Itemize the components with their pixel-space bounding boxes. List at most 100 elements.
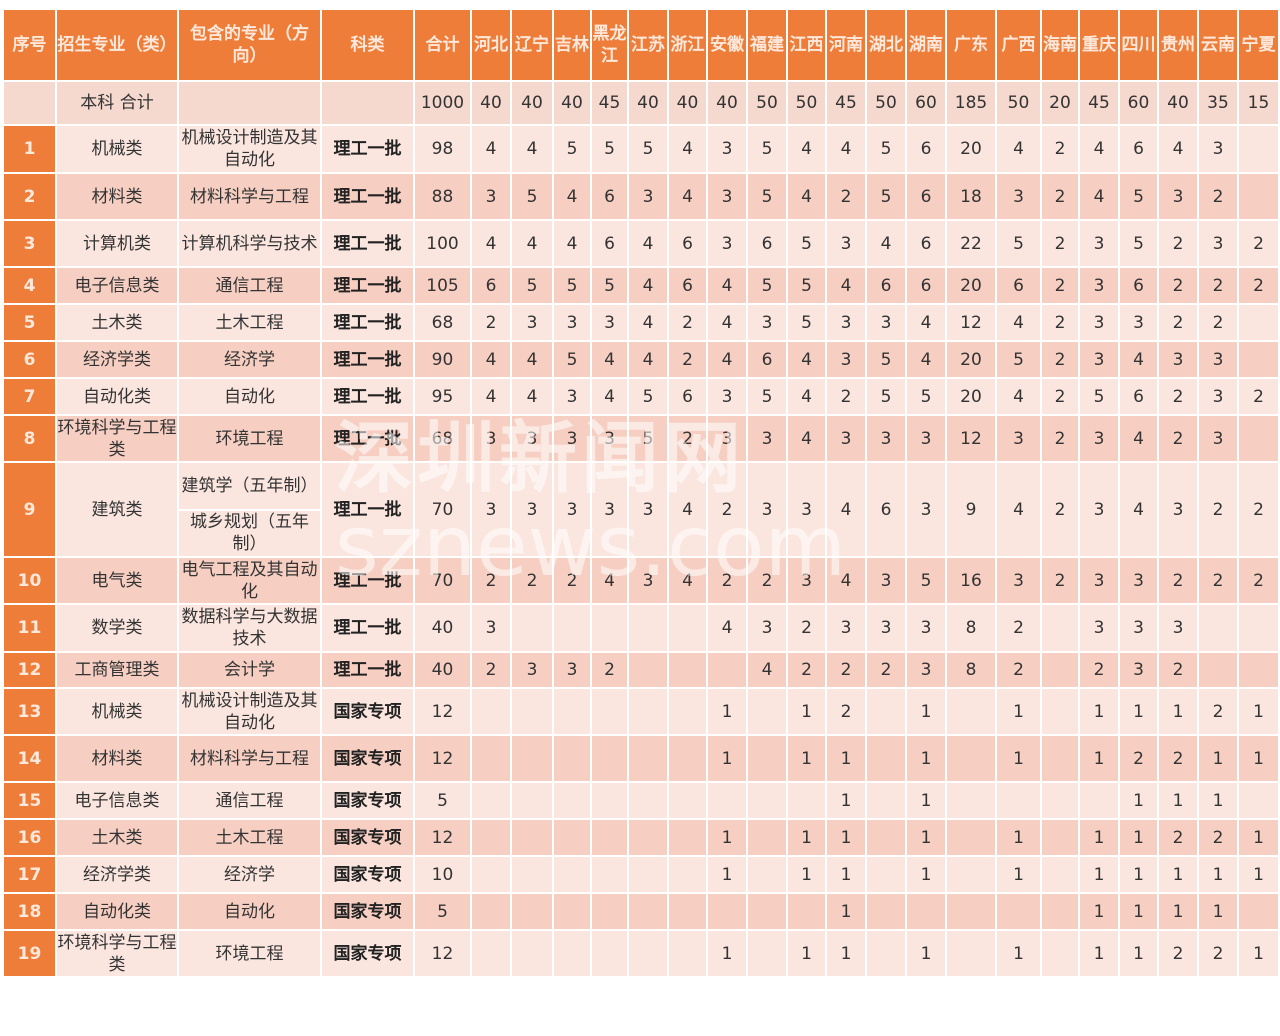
- province-quota: 3: [788, 463, 825, 556]
- province-quota: 4: [748, 653, 786, 687]
- table-row: 9 建筑类 建筑学（五年制） 城乡规划（五年制） 理工一批 70 3 3 3 3 3 4 2 3 3 4 6 3 9…: [4, 463, 1278, 556]
- province-quota: [629, 605, 667, 651]
- province-total: 40: [708, 82, 746, 124]
- province-quota: 2: [554, 558, 590, 603]
- province-quota: 1: [1159, 857, 1197, 892]
- province-quota: 6: [748, 342, 786, 377]
- province-quota: 2: [1199, 305, 1237, 340]
- province-quota: 3: [748, 416, 786, 461]
- province-quota: 5: [907, 558, 945, 603]
- province-quota: 5: [592, 268, 627, 303]
- province-quota: 3: [554, 653, 590, 687]
- total-row: 本科 合计 1000 40 40 40 45 40 40 40 50 50 45 50 60 185 50 20…: [4, 82, 1278, 124]
- province-quota: 2: [1042, 221, 1078, 266]
- row-number: 11: [4, 605, 55, 651]
- major-category: 材料类: [57, 736, 177, 781]
- province-quota: 12: [947, 305, 995, 340]
- empty-cell: [322, 82, 413, 124]
- province-quota: 4: [669, 558, 706, 603]
- province-quota: 4: [592, 379, 627, 414]
- province-quota: 4: [512, 379, 552, 414]
- province-quota: [592, 605, 627, 651]
- province-quota: 2: [472, 653, 510, 687]
- province-quota: 5: [788, 305, 825, 340]
- province-quota: 4: [669, 463, 706, 556]
- province-quota: 3: [1159, 174, 1197, 219]
- header-cell: 广西: [997, 10, 1040, 80]
- province-quota: [748, 783, 786, 818]
- province-quota: 1: [788, 857, 825, 892]
- province-quota: [669, 857, 706, 892]
- province-quota: [669, 736, 706, 781]
- province-quota: 4: [512, 221, 552, 266]
- province-quota: [1042, 689, 1078, 734]
- province-quota: [669, 931, 706, 976]
- row-number: 17: [4, 857, 55, 892]
- province-quota: 6: [669, 268, 706, 303]
- province-quota: 4: [472, 342, 510, 377]
- province-quota: [788, 783, 825, 818]
- table-row: 16 土木类 土木工程 国家专项 12 1 1 1 1 1 1 1 2 2 1: [4, 820, 1278, 855]
- province-quota: 1: [1239, 736, 1278, 781]
- province-quota: [947, 857, 995, 892]
- province-quota: [669, 653, 706, 687]
- province-quota: 5: [629, 379, 667, 414]
- province-quota: 6: [472, 268, 510, 303]
- table-row: 19 环境科学与工程类 环境工程 国家专项 12 1 1 1 1 1 1 1 2 2 1: [4, 931, 1278, 976]
- province-quota: [867, 894, 905, 929]
- province-quota: 3: [907, 653, 945, 687]
- province-quota: 4: [1120, 463, 1157, 556]
- province-quota: 20: [947, 379, 995, 414]
- province-quota: 2: [592, 653, 627, 687]
- province-total: 15: [1239, 82, 1278, 124]
- admission-batch: 理工一批: [322, 558, 413, 603]
- province-total: 50: [788, 82, 825, 124]
- province-quota: 1: [1239, 820, 1278, 855]
- included-majors: 通信工程: [179, 268, 320, 303]
- province-quota: [592, 894, 627, 929]
- province-quota: 1: [827, 820, 865, 855]
- province-quota: 6: [669, 221, 706, 266]
- table-row: 2 材料类 材料科学与工程 理工一批 88 3 5 4 6 3 4 3 5 4 2 5 6 18 3 2 4 5 3 2: [4, 174, 1278, 219]
- province-quota: [629, 653, 667, 687]
- province-quota: 2: [472, 558, 510, 603]
- included-majors: 自动化: [179, 379, 320, 414]
- province-quota: 1: [1159, 894, 1197, 929]
- province-quota: [669, 783, 706, 818]
- province-quota: 2: [1239, 379, 1278, 414]
- province-total: 40: [669, 82, 706, 124]
- province-total: 20: [1042, 82, 1078, 124]
- province-quota: 3: [1080, 416, 1118, 461]
- province-quota: 2: [1159, 416, 1197, 461]
- major-category: 材料类: [57, 174, 177, 219]
- table-row: 3 计算机类 计算机科学与技术 理工一批 100 4 4 4 6 4 6 3 6 5 3 4 6 22 5 2 3 5 2 3…: [4, 221, 1278, 266]
- province-quota: 1: [827, 857, 865, 892]
- province-quota: 6: [997, 268, 1040, 303]
- province-quota: 2: [788, 605, 825, 651]
- province-quota: 2: [867, 653, 905, 687]
- province-quota: 4: [827, 558, 865, 603]
- province-quota: 5: [554, 268, 590, 303]
- province-quota: 1: [827, 931, 865, 976]
- province-quota: 3: [907, 605, 945, 651]
- province-quota: 2: [1159, 379, 1197, 414]
- province-quota: 3: [867, 416, 905, 461]
- province-quota: [472, 689, 510, 734]
- admission-batch: 理工一批: [322, 305, 413, 340]
- province-quota: [512, 857, 552, 892]
- province-quota: [1042, 857, 1078, 892]
- province-quota: 1: [708, 820, 746, 855]
- province-quota: 5: [512, 174, 552, 219]
- province-quota: 6: [592, 221, 627, 266]
- province-quota: 2: [1042, 305, 1078, 340]
- admission-batch: 国家专项: [322, 857, 413, 892]
- province-quota: 1: [1080, 857, 1118, 892]
- province-quota: 3: [997, 558, 1040, 603]
- province-quota: 2: [1159, 736, 1197, 781]
- province-quota: 1: [907, 689, 945, 734]
- province-quota: 4: [1080, 174, 1118, 219]
- province-quota: 5: [554, 342, 590, 377]
- row-total: 98: [415, 126, 470, 172]
- province-quota: 2: [1159, 931, 1197, 976]
- province-quota: 1: [1080, 894, 1118, 929]
